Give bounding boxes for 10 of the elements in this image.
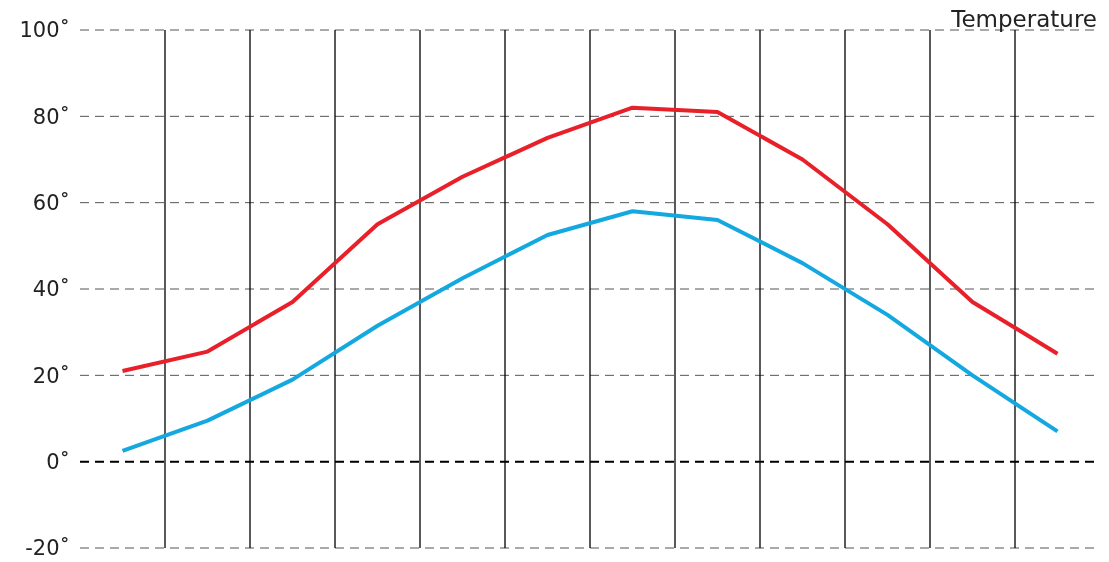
- y-axis-title: Temperature: [950, 6, 1097, 32]
- y-tick-label: 60˚: [32, 190, 70, 215]
- y-tick-label: -20˚: [25, 536, 70, 561]
- y-tick-label: 80˚: [32, 104, 70, 129]
- line-series: [120, 209, 1060, 453]
- line-series: [120, 105, 1060, 374]
- y-tick-label: 40˚: [32, 277, 70, 302]
- y-tick-label: 20˚: [32, 363, 70, 388]
- y-tick-label: 0˚: [46, 449, 70, 474]
- y-tick-label: 100˚: [19, 18, 70, 43]
